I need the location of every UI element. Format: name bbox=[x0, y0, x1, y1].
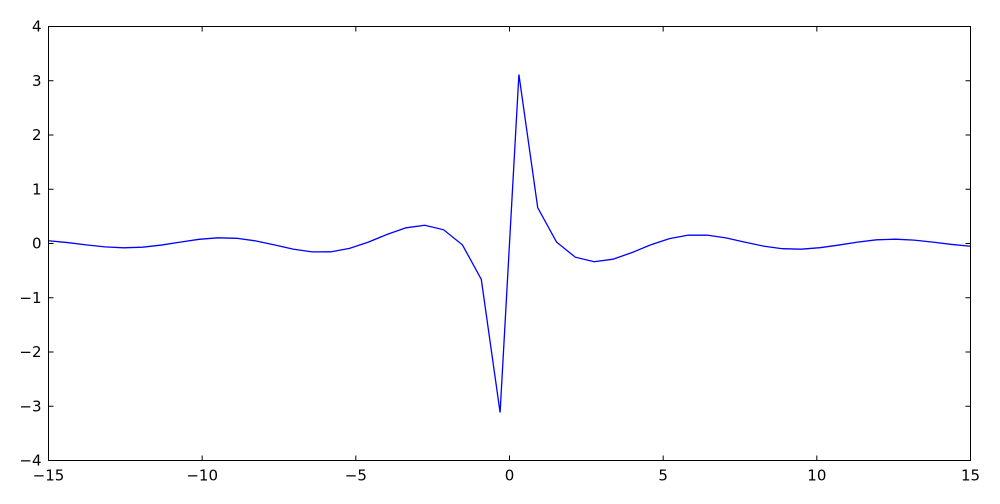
y-tick-label: 3 bbox=[32, 72, 42, 90]
x-tick-label: 10 bbox=[807, 467, 826, 485]
plot-frame bbox=[48, 26, 971, 461]
y-tick-label: −3 bbox=[19, 397, 41, 415]
y-tick-label: 1 bbox=[32, 180, 42, 198]
x-tick-label: −10 bbox=[186, 467, 218, 485]
y-tick-label: −4 bbox=[19, 452, 41, 470]
y-tick-label: −2 bbox=[19, 343, 41, 361]
y-tick-label: 4 bbox=[32, 18, 42, 36]
x-tick-label: 0 bbox=[505, 467, 515, 485]
x-tick-label: −15 bbox=[33, 467, 65, 485]
y-tick-label: 0 bbox=[32, 235, 42, 253]
series-line bbox=[48, 74, 971, 413]
x-tick-label: 15 bbox=[961, 467, 980, 485]
y-tick-label: −1 bbox=[19, 289, 41, 307]
x-tick-label: 5 bbox=[658, 467, 668, 485]
y-tick-label: 2 bbox=[32, 126, 42, 144]
x-tick-label: −5 bbox=[345, 467, 367, 485]
